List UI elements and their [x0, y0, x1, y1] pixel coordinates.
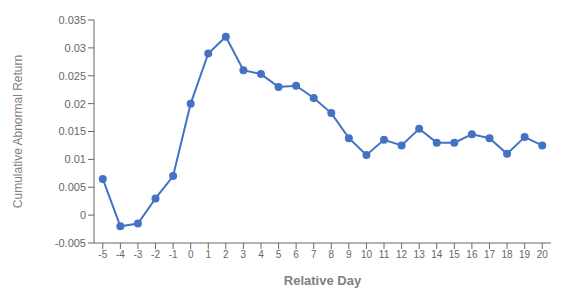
svg-text:16: 16: [466, 249, 478, 260]
svg-text:0.005: 0.005: [58, 181, 86, 193]
svg-text:17: 17: [484, 249, 496, 260]
svg-text:4: 4: [258, 249, 264, 260]
svg-text:19: 19: [519, 249, 531, 260]
svg-text:0.02: 0.02: [65, 98, 86, 110]
svg-text:-2: -2: [151, 249, 160, 260]
svg-text:0.03: 0.03: [65, 42, 86, 54]
svg-text:11: 11: [379, 249, 390, 260]
svg-text:2: 2: [223, 249, 229, 260]
svg-text:8: 8: [329, 249, 335, 260]
svg-text:-1: -1: [169, 249, 178, 260]
svg-text:12: 12: [396, 249, 408, 260]
svg-text:-3: -3: [133, 249, 142, 260]
svg-text:20: 20: [537, 249, 549, 260]
svg-text:6: 6: [293, 249, 299, 260]
svg-text:0: 0: [80, 209, 86, 221]
svg-text:14: 14: [431, 249, 443, 260]
svg-text:15: 15: [449, 249, 461, 260]
svg-text:3: 3: [241, 249, 247, 260]
svg-text:13: 13: [414, 249, 426, 260]
svg-text:0.025: 0.025: [58, 70, 86, 82]
svg-text:-4: -4: [116, 249, 125, 260]
svg-text:10: 10: [361, 249, 373, 260]
svg-text:-5: -5: [98, 249, 107, 260]
svg-text:0: 0: [188, 249, 194, 260]
svg-text:Cumulative Abnormal Return: Cumulative Abnormal Return: [11, 55, 25, 208]
svg-text:5: 5: [276, 249, 282, 260]
svg-text:1: 1: [205, 249, 211, 260]
svg-text:0.035: 0.035: [58, 14, 86, 26]
svg-text:7: 7: [311, 249, 317, 260]
svg-text:Relative Day: Relative Day: [284, 273, 362, 288]
svg-text:0.01: 0.01: [65, 153, 86, 165]
svg-text:9: 9: [346, 249, 352, 260]
svg-text:0.015: 0.015: [58, 125, 86, 137]
svg-text:-0.005: -0.005: [55, 237, 86, 249]
svg-text:18: 18: [501, 249, 513, 260]
